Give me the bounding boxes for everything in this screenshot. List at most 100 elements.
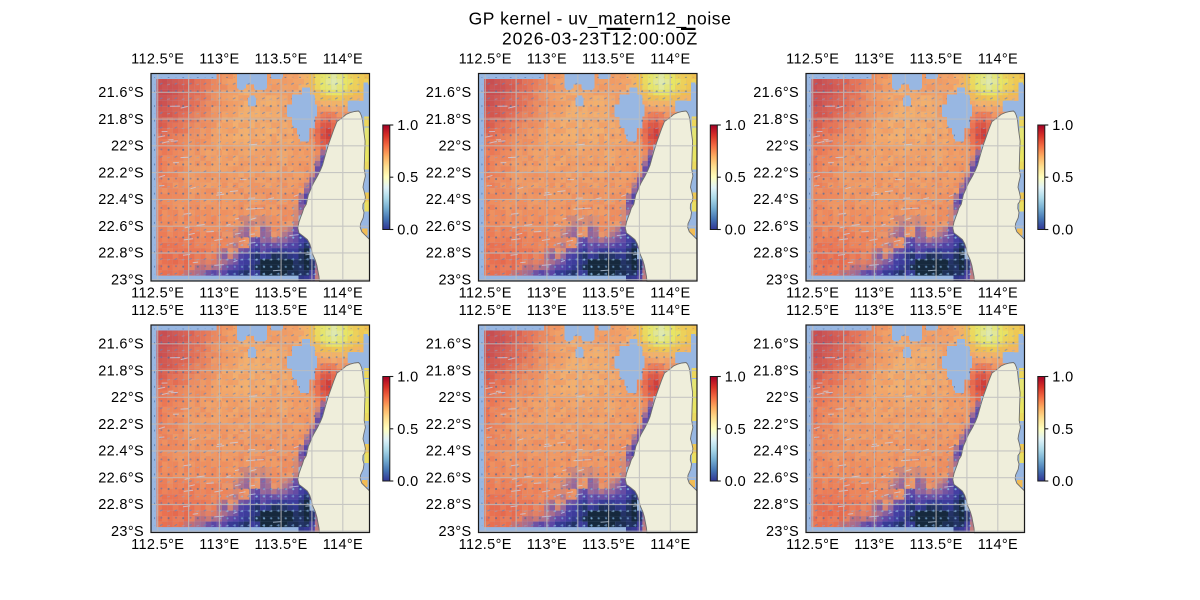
svg-text:114°E: 114°E bbox=[978, 286, 1018, 302]
svg-text:22.6°S: 22.6°S bbox=[98, 470, 144, 486]
svg-text:113.5°E: 113.5°E bbox=[910, 537, 963, 553]
svg-text:22.4°S: 22.4°S bbox=[98, 444, 144, 460]
svg-text:1.0: 1.0 bbox=[397, 118, 418, 134]
svg-text:21.6°S: 21.6°S bbox=[753, 85, 799, 101]
svg-text:23°S: 23°S bbox=[439, 272, 472, 288]
svg-text:21.6°S: 21.6°S bbox=[98, 85, 144, 101]
svg-text:112.5°E: 112.5°E bbox=[459, 52, 512, 68]
svg-text:23°S: 23°S bbox=[766, 272, 799, 288]
svg-text:113.5°E: 113.5°E bbox=[910, 52, 963, 68]
svg-text:21.8°S: 21.8°S bbox=[98, 112, 144, 128]
svg-text:113°E: 113°E bbox=[199, 303, 239, 319]
svg-text:113°E: 113°E bbox=[854, 286, 894, 302]
svg-text:0.5: 0.5 bbox=[725, 422, 746, 438]
svg-text:112.5°E: 112.5°E bbox=[459, 537, 512, 553]
svg-text:113.5°E: 113.5°E bbox=[910, 303, 963, 319]
svg-text:23°S: 23°S bbox=[111, 524, 144, 540]
svg-text:114°E: 114°E bbox=[650, 537, 690, 553]
svg-text:114°E: 114°E bbox=[650, 286, 690, 302]
svg-text:22.8°S: 22.8°S bbox=[753, 497, 799, 513]
svg-text:21.8°S: 21.8°S bbox=[753, 112, 799, 128]
svg-text:22°S: 22°S bbox=[766, 390, 799, 406]
svg-text:22.6°S: 22.6°S bbox=[753, 219, 799, 235]
svg-text:0.0: 0.0 bbox=[1052, 223, 1073, 239]
svg-text:112.5°E: 112.5°E bbox=[786, 286, 839, 302]
svg-text:112.5°E: 112.5°E bbox=[131, 537, 184, 553]
svg-text:112.5°E: 112.5°E bbox=[786, 537, 839, 553]
svg-text:1.0: 1.0 bbox=[397, 370, 418, 386]
svg-text:113.5°E: 113.5°E bbox=[582, 52, 635, 68]
svg-text:22.6°S: 22.6°S bbox=[426, 470, 472, 486]
svg-text:GP kernel - uv_matern12_noise: GP kernel - uv_matern12_noise bbox=[469, 9, 732, 30]
svg-text:0.0: 0.0 bbox=[725, 474, 746, 490]
svg-text:112.5°E: 112.5°E bbox=[459, 303, 512, 319]
svg-text:23°S: 23°S bbox=[766, 524, 799, 540]
svg-text:113°E: 113°E bbox=[199, 286, 239, 302]
svg-text:22.4°S: 22.4°S bbox=[426, 444, 472, 460]
svg-text:22.8°S: 22.8°S bbox=[98, 497, 144, 513]
svg-text:113.5°E: 113.5°E bbox=[582, 286, 635, 302]
svg-text:22.8°S: 22.8°S bbox=[753, 246, 799, 262]
svg-text:2026-03-23T12:00:00Z: 2026-03-23T12:00:00Z bbox=[502, 28, 698, 48]
svg-text:114°E: 114°E bbox=[978, 303, 1018, 319]
svg-text:21.6°S: 21.6°S bbox=[426, 337, 472, 353]
svg-text:112.5°E: 112.5°E bbox=[131, 303, 184, 319]
svg-text:1.0: 1.0 bbox=[725, 370, 746, 386]
svg-text:22.8°S: 22.8°S bbox=[426, 497, 472, 513]
svg-text:1.0: 1.0 bbox=[725, 118, 746, 134]
svg-text:22.4°S: 22.4°S bbox=[753, 192, 799, 208]
svg-text:112.5°E: 112.5°E bbox=[131, 52, 184, 68]
svg-text:112.5°E: 112.5°E bbox=[459, 286, 512, 302]
svg-text:114°E: 114°E bbox=[978, 52, 1018, 68]
svg-text:0.5: 0.5 bbox=[725, 170, 746, 186]
svg-text:113°E: 113°E bbox=[199, 52, 239, 68]
svg-text:112.5°E: 112.5°E bbox=[786, 52, 839, 68]
svg-text:113.5°E: 113.5°E bbox=[255, 537, 308, 553]
svg-text:22.6°S: 22.6°S bbox=[98, 219, 144, 235]
svg-text:21.8°S: 21.8°S bbox=[753, 363, 799, 379]
svg-text:114°E: 114°E bbox=[323, 537, 363, 553]
svg-text:21.8°S: 21.8°S bbox=[426, 112, 472, 128]
svg-text:22°S: 22°S bbox=[111, 390, 144, 406]
svg-text:0.5: 0.5 bbox=[397, 422, 418, 438]
svg-text:113.5°E: 113.5°E bbox=[582, 303, 635, 319]
svg-text:113°E: 113°E bbox=[199, 537, 239, 553]
svg-text:22.8°S: 22.8°S bbox=[426, 246, 472, 262]
svg-text:112.5°E: 112.5°E bbox=[786, 303, 839, 319]
svg-text:113.5°E: 113.5°E bbox=[255, 286, 308, 302]
svg-text:0.0: 0.0 bbox=[397, 474, 418, 490]
svg-text:22.8°S: 22.8°S bbox=[98, 246, 144, 262]
svg-text:113°E: 113°E bbox=[527, 303, 567, 319]
svg-text:114°E: 114°E bbox=[323, 303, 363, 319]
svg-text:113°E: 113°E bbox=[527, 537, 567, 553]
svg-text:113.5°E: 113.5°E bbox=[255, 303, 308, 319]
svg-text:21.6°S: 21.6°S bbox=[753, 337, 799, 353]
svg-text:0.0: 0.0 bbox=[1052, 474, 1073, 490]
svg-text:22.2°S: 22.2°S bbox=[753, 165, 799, 181]
svg-text:113°E: 113°E bbox=[527, 52, 567, 68]
svg-text:22°S: 22°S bbox=[766, 139, 799, 155]
svg-text:1.0: 1.0 bbox=[1052, 370, 1073, 386]
svg-text:0.0: 0.0 bbox=[397, 223, 418, 239]
svg-text:22.6°S: 22.6°S bbox=[753, 470, 799, 486]
svg-text:22.2°S: 22.2°S bbox=[98, 417, 144, 433]
svg-text:23°S: 23°S bbox=[439, 524, 472, 540]
svg-text:1.0: 1.0 bbox=[1052, 118, 1073, 134]
svg-text:22°S: 22°S bbox=[111, 139, 144, 155]
svg-text:21.8°S: 21.8°S bbox=[426, 363, 472, 379]
svg-text:114°E: 114°E bbox=[650, 303, 690, 319]
svg-text:0.5: 0.5 bbox=[1052, 422, 1073, 438]
svg-text:22.4°S: 22.4°S bbox=[426, 192, 472, 208]
svg-text:112.5°E: 112.5°E bbox=[131, 286, 184, 302]
svg-text:0.0: 0.0 bbox=[725, 223, 746, 239]
svg-text:0.5: 0.5 bbox=[1052, 170, 1073, 186]
svg-text:22°S: 22°S bbox=[439, 139, 472, 155]
svg-text:21.6°S: 21.6°S bbox=[98, 337, 144, 353]
svg-text:113°E: 113°E bbox=[527, 286, 567, 302]
svg-text:22.2°S: 22.2°S bbox=[426, 417, 472, 433]
svg-text:114°E: 114°E bbox=[978, 537, 1018, 553]
svg-text:23°S: 23°S bbox=[111, 272, 144, 288]
svg-text:22.4°S: 22.4°S bbox=[753, 444, 799, 460]
svg-text:22.2°S: 22.2°S bbox=[753, 417, 799, 433]
svg-text:22°S: 22°S bbox=[439, 390, 472, 406]
